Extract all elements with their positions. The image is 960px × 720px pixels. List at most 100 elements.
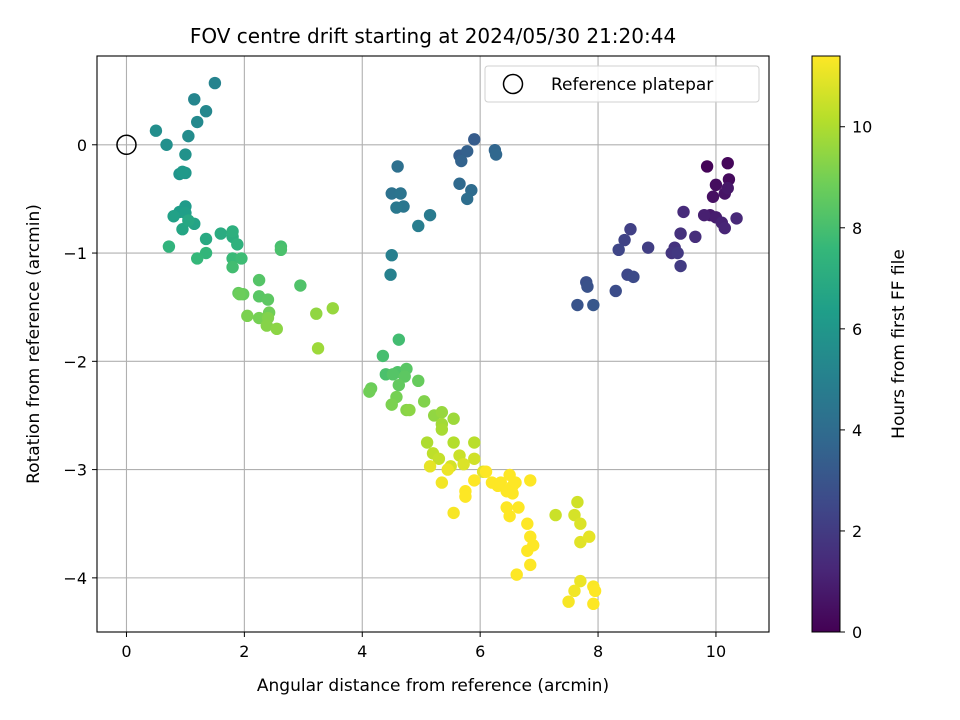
data-point	[571, 298, 584, 312]
data-point	[730, 212, 743, 225]
data-point	[311, 342, 325, 355]
grid	[97, 56, 769, 632]
data-point	[574, 517, 587, 530]
data-point	[403, 403, 416, 417]
data-point	[392, 333, 406, 346]
data-point	[385, 398, 398, 411]
data-point	[226, 260, 239, 274]
colorbar-tick-label: 4	[852, 421, 862, 440]
data-point	[199, 232, 213, 246]
data-point	[252, 273, 266, 287]
colorbar-label: Hours from first FF file	[889, 249, 909, 439]
data-point	[453, 177, 466, 190]
data-point	[435, 476, 449, 489]
x-ticks: 0 2 4 6 8 10	[121, 632, 726, 661]
data-point	[149, 124, 163, 137]
data-point	[674, 259, 687, 273]
data-point	[581, 280, 594, 293]
colorbar-gradient	[811, 55, 841, 633]
colorbar-tick-label: 10	[852, 118, 872, 137]
data-point	[417, 395, 431, 408]
data-point	[641, 241, 655, 254]
data-point	[326, 302, 339, 315]
data-point	[261, 293, 275, 306]
data-point	[252, 311, 266, 325]
x-tick-label: 10	[706, 642, 726, 661]
data-point	[162, 240, 176, 253]
data-point	[562, 595, 575, 608]
data-point	[179, 148, 192, 161]
data-point	[392, 378, 406, 392]
data-point	[160, 138, 173, 151]
data-point	[386, 368, 400, 381]
data-point	[385, 187, 398, 200]
data-point	[677, 205, 690, 219]
data-point	[510, 568, 523, 581]
x-tick-label: 0	[121, 642, 131, 661]
data-point	[588, 584, 602, 598]
y-tick-label: −3	[63, 461, 87, 480]
data-point	[627, 270, 640, 284]
data-point	[435, 423, 449, 436]
data-point	[671, 246, 684, 260]
data-point	[460, 192, 474, 206]
data-point	[447, 436, 460, 449]
data-point	[459, 490, 472, 503]
data-point	[384, 268, 397, 281]
data-point	[468, 436, 481, 449]
y-tick-label: −4	[63, 569, 87, 588]
data-point	[231, 238, 244, 251]
data-point	[208, 76, 222, 90]
x-axis-label: Angular distance from reference (arcmin)	[257, 676, 609, 696]
reference-layer	[116, 134, 137, 156]
legend-box	[484, 65, 760, 103]
data-point	[612, 243, 625, 257]
data-point	[503, 509, 516, 523]
data-point	[420, 436, 434, 449]
data-point	[270, 322, 283, 336]
data-point	[479, 465, 493, 478]
data-point	[260, 319, 273, 332]
y-tick-label: −1	[63, 244, 87, 263]
data-point	[182, 129, 195, 143]
data-point	[412, 219, 425, 233]
data-point	[441, 463, 454, 476]
data-point	[363, 385, 376, 398]
data-point	[214, 227, 227, 240]
data-point	[583, 530, 596, 543]
x-tick-label: 4	[357, 642, 367, 661]
data-point	[176, 223, 189, 236]
colorbar-tick-label: 2	[852, 522, 862, 541]
colorbar-tick-label: 0	[852, 623, 862, 642]
data-point	[624, 223, 637, 236]
data-point	[233, 287, 246, 301]
y-tick-label: 0	[77, 136, 87, 155]
data-point	[241, 309, 254, 323]
data-point	[618, 233, 631, 247]
data-point	[226, 225, 239, 238]
data-point	[235, 252, 248, 265]
data-point	[574, 574, 587, 588]
data-point	[571, 495, 584, 509]
data-point	[706, 190, 720, 203]
data-point	[188, 93, 201, 106]
data-point	[274, 243, 288, 257]
data-point	[182, 214, 195, 227]
data-point	[423, 208, 437, 222]
data-point	[435, 406, 449, 419]
data-point	[412, 374, 425, 388]
data-point	[394, 187, 407, 200]
data-point	[447, 506, 460, 520]
data-point	[385, 249, 398, 262]
data-point	[549, 508, 562, 522]
data-point	[512, 501, 525, 514]
data-point	[199, 105, 213, 118]
data-point	[506, 487, 519, 500]
legend: Reference platepar	[484, 65, 760, 103]
data-point	[310, 307, 323, 320]
data-point	[390, 201, 403, 214]
data-point	[191, 115, 204, 129]
legend-label: Reference platepar	[551, 75, 713, 95]
data-point	[494, 476, 507, 489]
data-point	[460, 145, 474, 158]
